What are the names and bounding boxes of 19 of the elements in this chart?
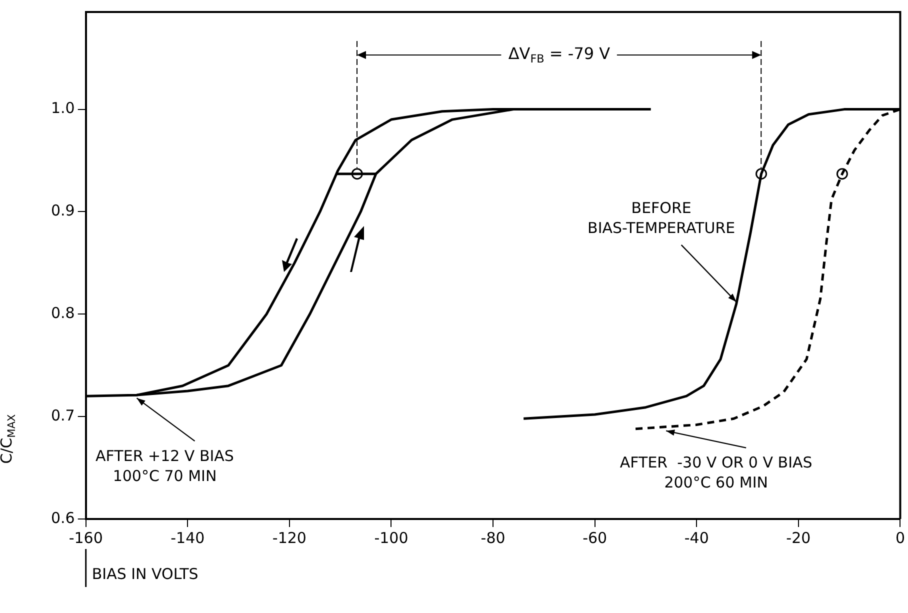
x-axis-title: BIAS IN VOLTS [92,564,198,583]
y-tick-label: 0.7 [50,406,75,424]
annotation: BEFORE BIAS-TEMPERATURE [588,198,736,237]
y-tick-label: 1.0 [50,99,75,118]
x-tick-label: 0 [895,528,905,547]
y-axis-title: C/CMAX [0,414,18,464]
x-tick-label: -160 [68,528,103,547]
x-tick-label: -20 [786,528,811,547]
annotation: AFTER +12 V BIAS 100°C 70 MIN [96,446,234,485]
y-tick-label: 0.6 [50,508,75,527]
x-tick-label: -80 [480,528,506,547]
x-tick-label: -140 [170,528,205,547]
x-tick-label: -40 [684,528,709,547]
y-tick-label: 0.8 [50,304,75,322]
annotation: AFTER -30 V OR 0 V BIAS 200°C 60 MIN [620,454,812,492]
x-tick-label: -120 [272,528,306,547]
x-tick-label: -60 [582,528,608,547]
y-tick-label: 0.9 [50,202,75,220]
x-tick-label: -100 [374,528,408,547]
